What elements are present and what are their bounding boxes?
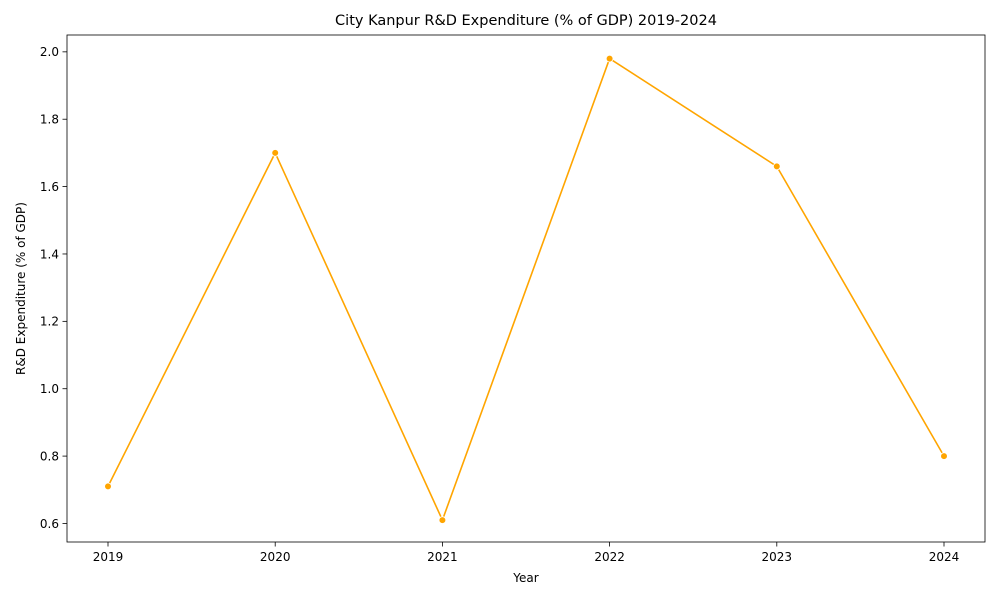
x-tick-label: 2020 <box>260 550 291 564</box>
plot-area <box>104 54 948 524</box>
y-axis: 0.6 0.8 1.0 1.2 1.4 1.6 1.8 2.0 <box>40 45 67 531</box>
data-point-2020[interactable] <box>271 149 280 157</box>
y-tick-label: 0.6 <box>40 517 59 531</box>
y-tick-label: 1.2 <box>40 315 59 329</box>
y-axis-label: R&D Expenditure (% of GDP) <box>14 202 28 375</box>
x-tick-label: 2023 <box>762 550 793 564</box>
data-point-2022[interactable] <box>605 54 614 63</box>
axes-frame <box>66 34 986 543</box>
x-tick-label: 2019 <box>93 550 124 564</box>
data-point-2023[interactable] <box>772 162 781 171</box>
y-tick-label: 0.8 <box>40 449 59 463</box>
y-tick-label: 1.0 <box>40 382 59 396</box>
y-tick-label: 2.0 <box>40 45 59 59</box>
x-axis: 2019 2020 2021 2022 2023 2024 <box>93 542 960 564</box>
data-point-2021[interactable] <box>438 516 447 524</box>
y-tick-label: 1.8 <box>40 113 59 127</box>
y-tick-label: 1.4 <box>40 247 59 261</box>
series-line <box>107 57 945 521</box>
x-tick-label: 2021 <box>427 550 458 564</box>
data-point-2024[interactable] <box>940 452 948 460</box>
y-tick-label: 1.6 <box>40 180 59 194</box>
x-axis-label: Year <box>512 571 538 585</box>
x-tick-label: 2022 <box>594 550 625 564</box>
chart-title: City Kanpur R&D Expenditure (% of GDP) 2… <box>335 13 717 29</box>
data-point-2019[interactable] <box>104 482 112 491</box>
x-tick-label: 2024 <box>929 550 960 564</box>
